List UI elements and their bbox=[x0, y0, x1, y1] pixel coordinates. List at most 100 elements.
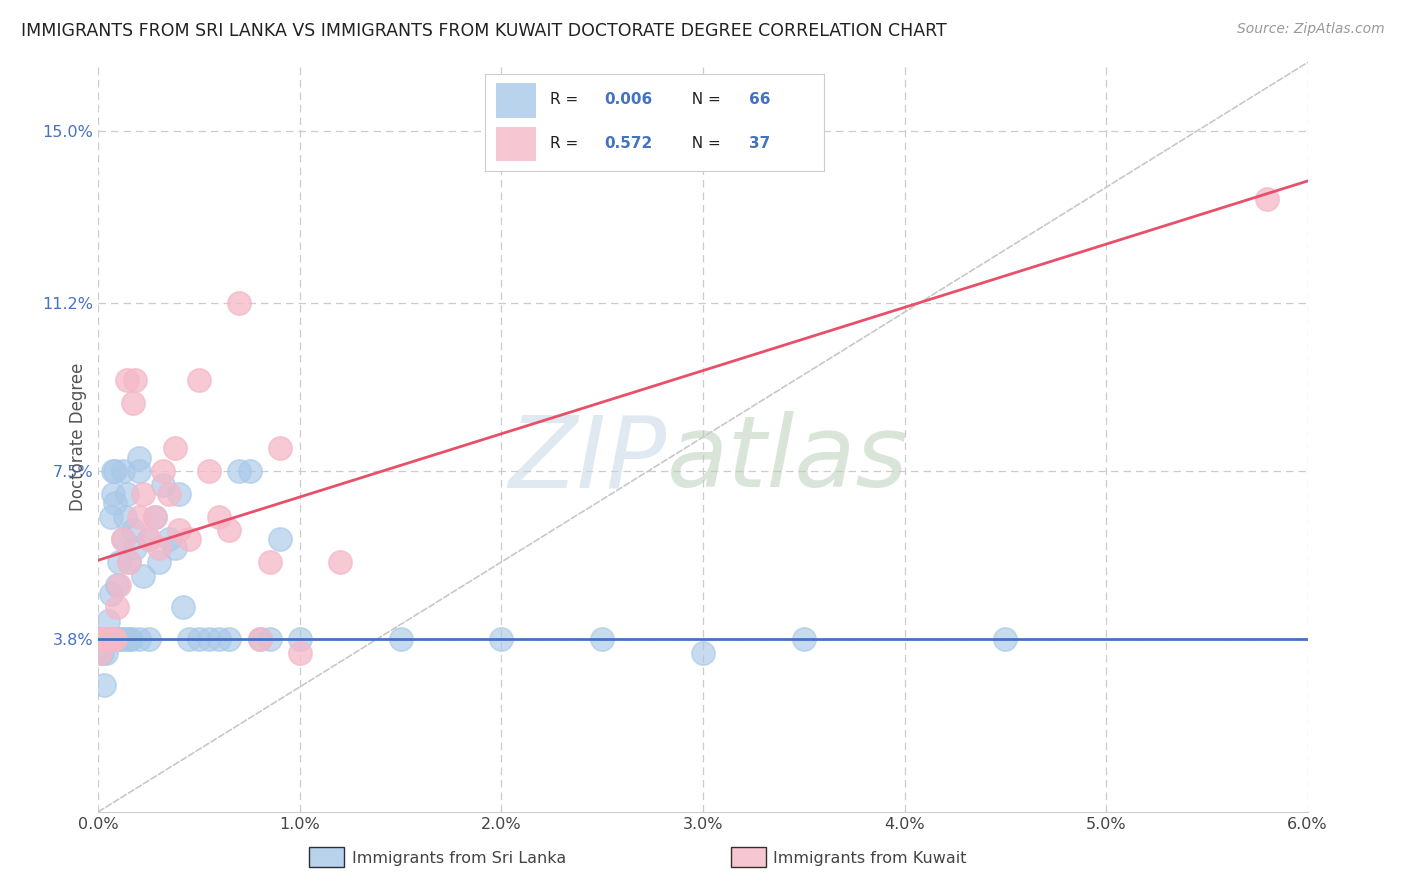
Point bbox=[121, 523, 143, 537]
Point bbox=[167, 523, 190, 537]
Point bbox=[259, 632, 281, 647]
Point bbox=[132, 568, 155, 582]
Point bbox=[228, 296, 250, 310]
Point bbox=[96, 632, 118, 647]
Point bbox=[97, 632, 120, 647]
Point bbox=[132, 487, 155, 501]
Point bbox=[389, 632, 412, 647]
Point bbox=[96, 632, 118, 647]
Point bbox=[269, 442, 291, 456]
Point bbox=[793, 632, 815, 647]
Point bbox=[101, 632, 124, 647]
Point bbox=[128, 464, 150, 478]
Point bbox=[172, 600, 194, 615]
Point bbox=[218, 632, 240, 647]
Point bbox=[100, 587, 122, 601]
Point bbox=[179, 632, 201, 647]
Point bbox=[329, 555, 352, 569]
Text: Immigrants from Kuwait: Immigrants from Kuwait bbox=[773, 851, 967, 865]
Point bbox=[179, 533, 201, 547]
Point bbox=[91, 632, 114, 647]
Point bbox=[994, 632, 1017, 647]
Point bbox=[105, 632, 128, 647]
Point bbox=[91, 632, 114, 647]
Point bbox=[228, 464, 250, 478]
Point bbox=[107, 632, 129, 647]
Point bbox=[100, 632, 122, 647]
Point bbox=[288, 632, 311, 647]
Point bbox=[111, 632, 134, 647]
Point bbox=[208, 509, 231, 524]
Point bbox=[491, 632, 513, 647]
Point bbox=[93, 677, 115, 691]
Point bbox=[163, 541, 186, 556]
Point bbox=[120, 632, 142, 647]
Point bbox=[143, 509, 166, 524]
Point bbox=[148, 541, 170, 556]
Point bbox=[239, 464, 262, 478]
Point bbox=[101, 464, 124, 478]
Point bbox=[128, 632, 150, 647]
Point bbox=[269, 533, 291, 547]
Point bbox=[138, 533, 160, 547]
Point bbox=[107, 632, 129, 647]
Point bbox=[152, 477, 174, 491]
Point bbox=[157, 533, 180, 547]
Point bbox=[103, 496, 125, 510]
Point bbox=[249, 632, 271, 647]
Point bbox=[101, 487, 124, 501]
Point bbox=[128, 450, 150, 465]
Y-axis label: Doctorate Degree: Doctorate Degree bbox=[69, 363, 87, 511]
Point bbox=[96, 646, 118, 660]
Point bbox=[97, 614, 120, 628]
Point bbox=[89, 646, 111, 660]
Point bbox=[288, 646, 311, 660]
Point bbox=[198, 464, 221, 478]
Point bbox=[100, 509, 122, 524]
Point bbox=[111, 533, 134, 547]
Point bbox=[115, 487, 138, 501]
Point bbox=[111, 533, 134, 547]
Point bbox=[118, 632, 141, 647]
Point bbox=[143, 509, 166, 524]
Point bbox=[115, 373, 138, 387]
Text: IMMIGRANTS FROM SRI LANKA VS IMMIGRANTS FROM KUWAIT DOCTORATE DEGREE CORRELATION: IMMIGRANTS FROM SRI LANKA VS IMMIGRANTS … bbox=[21, 22, 946, 40]
Point bbox=[128, 509, 150, 524]
Point bbox=[105, 600, 128, 615]
Point bbox=[188, 373, 211, 387]
Point bbox=[148, 555, 170, 569]
Point bbox=[111, 464, 134, 478]
Point bbox=[97, 632, 120, 647]
Point bbox=[118, 632, 141, 647]
Point bbox=[91, 646, 114, 660]
Point bbox=[218, 523, 240, 537]
Point bbox=[188, 632, 211, 647]
Point bbox=[692, 646, 714, 660]
Point bbox=[97, 632, 120, 647]
Point bbox=[124, 373, 146, 387]
Point bbox=[93, 632, 115, 647]
Point bbox=[124, 541, 146, 556]
Point bbox=[101, 632, 124, 647]
Point bbox=[107, 577, 129, 591]
Point bbox=[157, 487, 180, 501]
Point bbox=[118, 555, 141, 569]
Text: atlas: atlas bbox=[666, 411, 908, 508]
Point bbox=[96, 632, 118, 647]
Point bbox=[249, 632, 271, 647]
Point bbox=[198, 632, 221, 647]
Text: Immigrants from Sri Lanka: Immigrants from Sri Lanka bbox=[352, 851, 565, 865]
Point bbox=[93, 632, 115, 647]
Point bbox=[89, 632, 111, 647]
Point bbox=[591, 632, 613, 647]
Point bbox=[105, 577, 128, 591]
Point bbox=[93, 632, 115, 647]
Point bbox=[1256, 192, 1278, 206]
Text: ZIP: ZIP bbox=[509, 411, 666, 508]
Point bbox=[103, 464, 125, 478]
Point bbox=[208, 632, 231, 647]
Point bbox=[152, 464, 174, 478]
Point bbox=[121, 396, 143, 410]
Point bbox=[114, 509, 136, 524]
Point bbox=[107, 555, 129, 569]
